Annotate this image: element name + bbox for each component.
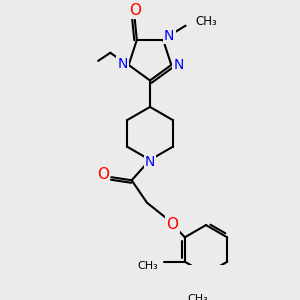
Text: N: N [145, 155, 155, 169]
Text: CH₃: CH₃ [138, 261, 158, 271]
Text: CH₃: CH₃ [196, 15, 218, 28]
Text: CH₃: CH₃ [188, 294, 208, 300]
Text: N: N [173, 58, 184, 72]
Text: O: O [167, 217, 178, 232]
Text: O: O [129, 3, 141, 18]
Text: N: N [117, 57, 128, 71]
Text: N: N [164, 29, 175, 43]
Text: O: O [97, 167, 109, 182]
